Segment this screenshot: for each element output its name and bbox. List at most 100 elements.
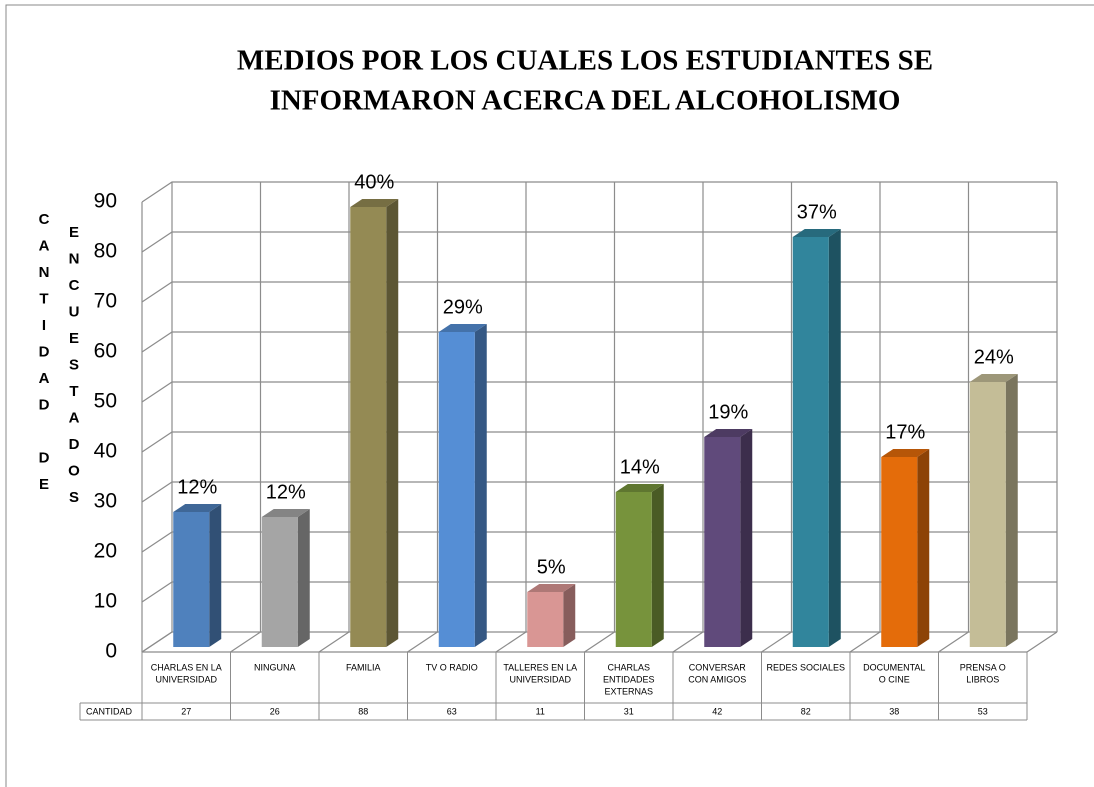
grid-line <box>141 281 1057 303</box>
y-tick-label: 50 <box>94 390 117 413</box>
x-tick-label: ENTIDADES <box>603 674 655 684</box>
bar-side <box>828 229 841 647</box>
table-value: 27 <box>181 706 191 716</box>
data-label: 12% <box>177 476 217 498</box>
x-tick-label: PRENSA O <box>960 662 1006 672</box>
chart-frame <box>5 4 1094 787</box>
bar-top <box>704 429 753 437</box>
data-label: 17% <box>885 421 925 443</box>
x-tick-label: FAMILIA <box>346 662 381 672</box>
x-tick-label: DOCUMENTAL <box>863 662 925 672</box>
bar-top <box>615 484 664 492</box>
y-tick-label: 80 <box>94 240 117 263</box>
floor-line <box>938 631 969 653</box>
table-value: 63 <box>447 706 457 716</box>
bar-top <box>881 449 930 457</box>
floor-line <box>1026 631 1058 653</box>
bar-top <box>261 509 310 517</box>
bar-side <box>917 449 930 647</box>
grid-line <box>141 231 1057 253</box>
y-tick-label: 60 <box>94 340 117 363</box>
data-label: 24% <box>974 346 1014 368</box>
bar-side <box>1005 374 1018 647</box>
x-tick-label: CONVERSAR <box>689 662 747 672</box>
x-tick-label: CHARLAS EN LA <box>151 662 222 672</box>
floor-line <box>672 631 704 653</box>
bar-side <box>651 484 664 647</box>
bar-top <box>792 229 841 237</box>
x-tick-label: TV O RADIO <box>426 662 478 672</box>
x-tick-label: UNIVERSIDAD <box>155 674 217 684</box>
bar <box>173 512 210 647</box>
floor-line <box>584 631 615 653</box>
data-label: 14% <box>620 456 660 478</box>
bar-side <box>563 584 576 647</box>
x-tick-label: TALLERES EN LA <box>503 662 577 672</box>
table-value: 53 <box>978 706 988 716</box>
bar-top <box>527 584 576 592</box>
x-tick-label: REDES SOCIALES <box>766 662 845 672</box>
table-row-header: CANTIDAD <box>86 706 133 716</box>
x-tick-label: NINGUNA <box>254 662 296 672</box>
bar-top <box>350 199 399 207</box>
bar <box>350 207 387 647</box>
grid-line <box>141 381 1057 403</box>
bar-top <box>438 324 487 332</box>
bar <box>261 517 298 647</box>
y-tick-label: 10 <box>94 590 117 613</box>
floor-line <box>141 631 173 653</box>
bar-top <box>173 504 222 512</box>
bar-side <box>386 199 399 647</box>
grid-line <box>141 331 1057 353</box>
y-tick-label: 40 <box>94 440 117 463</box>
bar <box>438 332 475 647</box>
table-value: 31 <box>624 706 634 716</box>
bar <box>527 592 564 647</box>
table-value: 38 <box>889 706 899 716</box>
bar <box>792 237 829 647</box>
y-tick-label: 70 <box>94 290 117 313</box>
floor-line <box>230 631 261 653</box>
x-tick-label: LIBROS <box>966 674 999 684</box>
bar-top <box>969 374 1018 382</box>
data-label: 29% <box>443 296 483 318</box>
table-value: 11 <box>536 706 545 716</box>
bar <box>881 457 918 647</box>
table-value: 26 <box>270 706 280 716</box>
bar-side <box>740 429 753 647</box>
floor-line <box>849 631 881 653</box>
floor-line <box>318 631 350 653</box>
bar <box>969 382 1006 647</box>
data-label: 5% <box>537 556 566 578</box>
x-tick-label: EXTERNAS <box>604 686 653 696</box>
grid-line <box>141 181 1057 203</box>
y-tick-label: 30 <box>94 490 117 513</box>
x-tick-label: CON AMIGOS <box>688 674 746 684</box>
bar <box>704 437 741 647</box>
x-tick-label: UNIVERSIDAD <box>509 674 571 684</box>
data-label: 37% <box>797 201 837 223</box>
y-tick-label: 90 <box>94 190 117 213</box>
chart-title: MEDIOS POR LOS CUALES LOS ESTUDIANTES SE <box>237 45 933 77</box>
table-value: 88 <box>358 706 368 716</box>
floor-line <box>761 631 792 653</box>
floor-line <box>495 631 527 653</box>
data-label: 40% <box>354 171 394 193</box>
data-label: 19% <box>708 401 748 423</box>
x-tick-label: O CINE <box>879 674 910 684</box>
y-tick-label: 0 <box>105 640 117 663</box>
floor-line <box>407 631 438 653</box>
data-label: 12% <box>266 481 306 503</box>
y-tick-label: 20 <box>94 540 117 563</box>
table-value: 82 <box>801 706 811 716</box>
bar-side <box>209 504 222 647</box>
chart-title: INFORMARON ACERCA DEL ALCOHOLISMO <box>270 85 901 117</box>
x-tick-label: CHARLAS <box>607 662 650 672</box>
bar-side <box>474 324 487 647</box>
bar-side <box>297 509 310 647</box>
